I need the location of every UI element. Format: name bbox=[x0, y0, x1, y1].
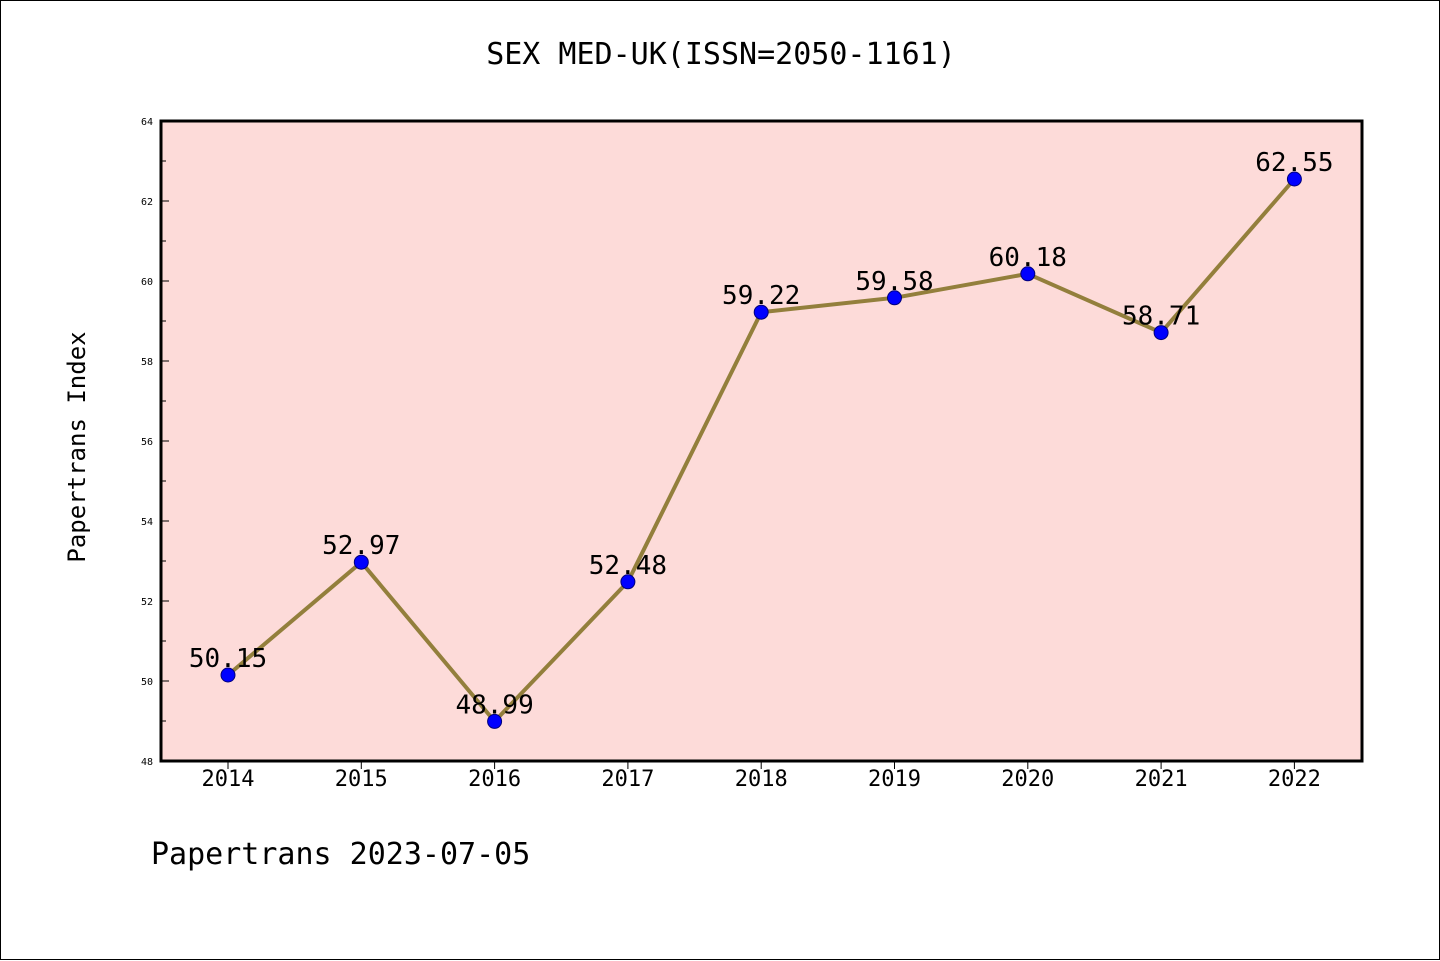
x-tick-label: 2022 bbox=[1268, 767, 1321, 792]
x-tick-label: 2014 bbox=[202, 767, 255, 792]
x-tick-label: 2015 bbox=[335, 767, 388, 792]
data-label: 52.97 bbox=[322, 531, 400, 561]
x-tick-label: 2020 bbox=[1001, 767, 1054, 792]
data-label: 50.15 bbox=[189, 644, 267, 674]
x-tick-label: 2018 bbox=[735, 767, 788, 792]
y-tick-label: 50 bbox=[141, 677, 153, 688]
data-label: 59.22 bbox=[722, 281, 800, 311]
chart-title: SEX MED-UK(ISSN=2050-1161) bbox=[486, 37, 956, 72]
data-label: 59.58 bbox=[855, 267, 933, 297]
y-tick-label: 52 bbox=[141, 597, 153, 608]
x-tick-label: 2019 bbox=[868, 767, 921, 792]
data-point bbox=[1286, 171, 1302, 187]
data-point bbox=[220, 667, 236, 683]
data-point bbox=[620, 574, 636, 590]
footer-note: Papertrans 2023-07-05 bbox=[151, 837, 531, 872]
plot-background bbox=[161, 121, 1362, 761]
data-point bbox=[887, 290, 902, 306]
y-tick-label: 60 bbox=[141, 277, 153, 288]
data-point bbox=[1153, 325, 1169, 341]
data-point bbox=[1020, 266, 1036, 282]
data-label: 60.18 bbox=[989, 243, 1067, 273]
y-tick-label: 62 bbox=[141, 197, 153, 208]
y-tick-label: 58 bbox=[141, 357, 153, 368]
data-point bbox=[487, 713, 503, 729]
y-tick-label: 54 bbox=[141, 517, 153, 528]
x-tick-label: 2021 bbox=[1135, 767, 1188, 792]
data-label: 48.99 bbox=[455, 690, 533, 720]
y-tick-label: 48 bbox=[141, 757, 153, 768]
y-tick-label: 56 bbox=[141, 437, 153, 448]
data-label: 58.71 bbox=[1122, 302, 1200, 332]
data-point bbox=[353, 554, 369, 570]
y-tick-label: 64 bbox=[141, 117, 153, 128]
x-tick-label: 2016 bbox=[468, 767, 521, 792]
data-label: 62.55 bbox=[1255, 148, 1333, 178]
plot-frame bbox=[159, 119, 1364, 763]
data-point bbox=[753, 304, 769, 320]
data-label: 52.48 bbox=[589, 551, 667, 581]
x-tick-label: 2017 bbox=[601, 767, 654, 792]
